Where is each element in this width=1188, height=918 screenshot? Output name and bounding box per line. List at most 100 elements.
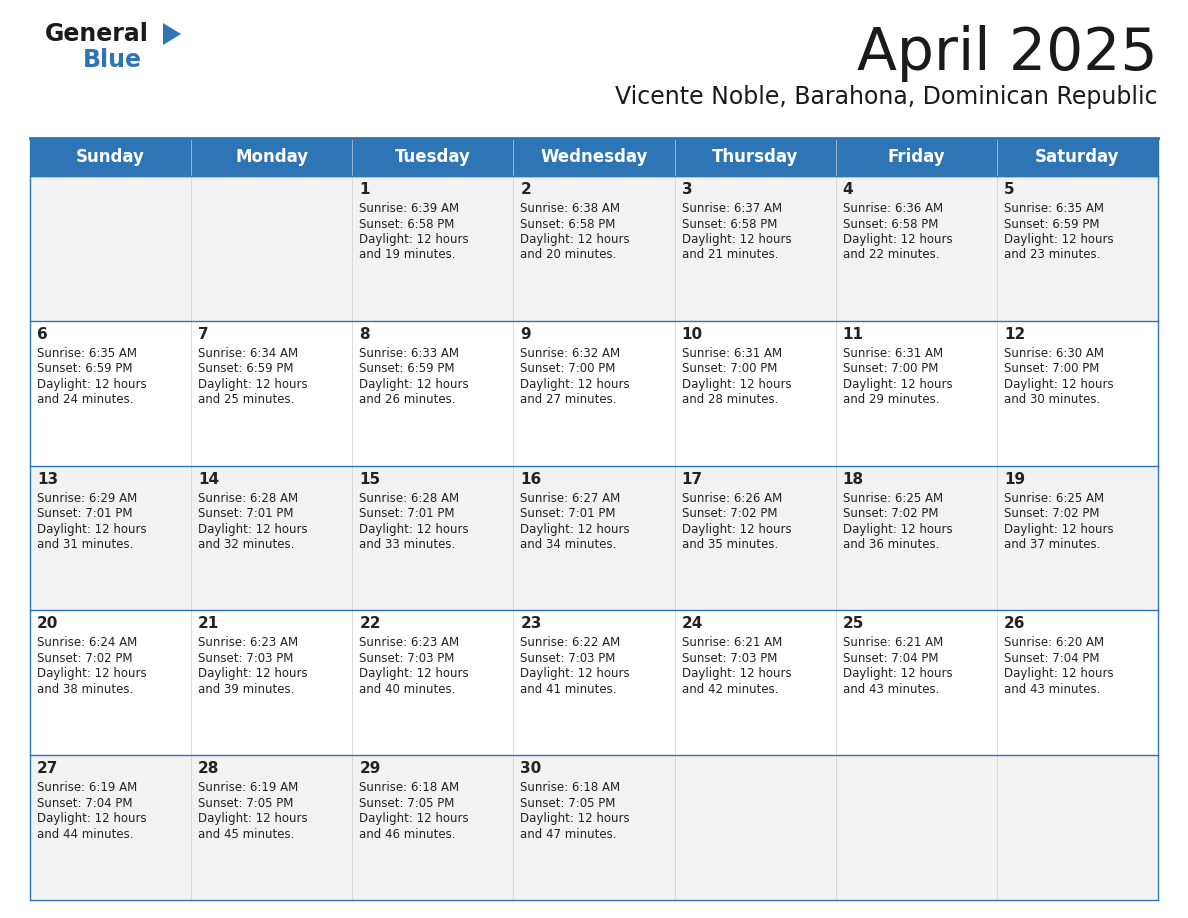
Text: 18: 18 (842, 472, 864, 487)
Text: 12: 12 (1004, 327, 1025, 341)
Text: Sunrise: 6:35 AM: Sunrise: 6:35 AM (37, 347, 137, 360)
Text: and 40 minutes.: and 40 minutes. (359, 683, 456, 696)
Text: Sunset: 7:00 PM: Sunset: 7:00 PM (842, 363, 939, 375)
Text: and 42 minutes.: and 42 minutes. (682, 683, 778, 696)
Bar (353, 176, 513, 320)
Text: 25: 25 (842, 616, 864, 632)
Bar (513, 320, 675, 465)
Text: Sunset: 7:01 PM: Sunset: 7:01 PM (359, 507, 455, 521)
Bar (675, 320, 835, 465)
Bar (513, 756, 675, 900)
Bar (191, 176, 353, 320)
Text: and 35 minutes.: and 35 minutes. (682, 538, 778, 551)
Text: Daylight: 12 hours: Daylight: 12 hours (1004, 233, 1113, 246)
Bar (675, 610, 835, 756)
Text: Sunrise: 6:29 AM: Sunrise: 6:29 AM (37, 492, 138, 505)
Text: Sunrise: 6:28 AM: Sunrise: 6:28 AM (198, 492, 298, 505)
Text: 6: 6 (37, 327, 48, 341)
Text: Sunset: 7:01 PM: Sunset: 7:01 PM (520, 507, 615, 521)
Text: Daylight: 12 hours: Daylight: 12 hours (842, 667, 953, 680)
Text: and 22 minutes.: and 22 minutes. (842, 249, 940, 262)
Text: and 20 minutes.: and 20 minutes. (520, 249, 617, 262)
Text: and 34 minutes.: and 34 minutes. (520, 538, 617, 551)
Text: Vicente Noble, Barahona, Dominican Republic: Vicente Noble, Barahona, Dominican Repub… (615, 85, 1158, 109)
Text: 22: 22 (359, 616, 381, 632)
Bar (353, 320, 513, 465)
Text: Daylight: 12 hours: Daylight: 12 hours (359, 233, 469, 246)
Text: 2: 2 (520, 182, 531, 197)
Text: Daylight: 12 hours: Daylight: 12 hours (842, 378, 953, 391)
Bar (997, 756, 1158, 900)
Text: and 39 minutes.: and 39 minutes. (198, 683, 295, 696)
Text: 3: 3 (682, 182, 693, 197)
Text: Sunset: 7:02 PM: Sunset: 7:02 PM (842, 507, 939, 521)
Bar (191, 320, 353, 465)
Bar (997, 138, 1158, 176)
Text: 13: 13 (37, 472, 58, 487)
Polygon shape (163, 23, 181, 45)
Text: 20: 20 (37, 616, 58, 632)
Bar (30, 176, 191, 320)
Text: Sunrise: 6:18 AM: Sunrise: 6:18 AM (520, 781, 620, 794)
Text: Sunset: 7:03 PM: Sunset: 7:03 PM (198, 652, 293, 665)
Text: Monday: Monday (235, 148, 308, 166)
Text: Daylight: 12 hours: Daylight: 12 hours (198, 667, 308, 680)
Text: Daylight: 12 hours: Daylight: 12 hours (520, 522, 630, 535)
Text: Sunset: 7:04 PM: Sunset: 7:04 PM (37, 797, 133, 810)
Text: Sunrise: 6:18 AM: Sunrise: 6:18 AM (359, 781, 460, 794)
Text: Sunrise: 6:31 AM: Sunrise: 6:31 AM (842, 347, 943, 360)
Text: 17: 17 (682, 472, 702, 487)
Text: Sunrise: 6:23 AM: Sunrise: 6:23 AM (359, 636, 460, 649)
Text: 5: 5 (1004, 182, 1015, 197)
Bar (835, 465, 997, 610)
Text: Sunrise: 6:32 AM: Sunrise: 6:32 AM (520, 347, 620, 360)
Text: Sunday: Sunday (76, 148, 145, 166)
Text: Sunrise: 6:28 AM: Sunrise: 6:28 AM (359, 492, 460, 505)
Text: Sunrise: 6:38 AM: Sunrise: 6:38 AM (520, 202, 620, 215)
Bar (513, 610, 675, 756)
Text: Sunrise: 6:33 AM: Sunrise: 6:33 AM (359, 347, 460, 360)
Text: and 44 minutes.: and 44 minutes. (37, 828, 133, 841)
Text: and 21 minutes.: and 21 minutes. (682, 249, 778, 262)
Text: Sunrise: 6:25 AM: Sunrise: 6:25 AM (842, 492, 943, 505)
Text: Daylight: 12 hours: Daylight: 12 hours (37, 522, 146, 535)
Text: 7: 7 (198, 327, 209, 341)
Bar (30, 610, 191, 756)
Text: and 41 minutes.: and 41 minutes. (520, 683, 617, 696)
Bar (835, 610, 997, 756)
Text: Daylight: 12 hours: Daylight: 12 hours (37, 812, 146, 825)
Text: Sunrise: 6:20 AM: Sunrise: 6:20 AM (1004, 636, 1104, 649)
Text: 10: 10 (682, 327, 702, 341)
Text: Daylight: 12 hours: Daylight: 12 hours (1004, 522, 1113, 535)
Text: and 25 minutes.: and 25 minutes. (198, 393, 295, 407)
Text: Saturday: Saturday (1035, 148, 1119, 166)
Text: 28: 28 (198, 761, 220, 777)
Text: Sunrise: 6:19 AM: Sunrise: 6:19 AM (198, 781, 298, 794)
Text: Sunset: 7:04 PM: Sunset: 7:04 PM (842, 652, 939, 665)
Text: Sunset: 7:05 PM: Sunset: 7:05 PM (359, 797, 455, 810)
Text: and 32 minutes.: and 32 minutes. (198, 538, 295, 551)
Text: Daylight: 12 hours: Daylight: 12 hours (682, 522, 791, 535)
Text: Wednesday: Wednesday (541, 148, 647, 166)
Text: and 46 minutes.: and 46 minutes. (359, 828, 456, 841)
Bar (30, 465, 191, 610)
Text: Sunrise: 6:21 AM: Sunrise: 6:21 AM (682, 636, 782, 649)
Text: and 37 minutes.: and 37 minutes. (1004, 538, 1100, 551)
Text: Daylight: 12 hours: Daylight: 12 hours (520, 378, 630, 391)
Text: 9: 9 (520, 327, 531, 341)
Text: and 43 minutes.: and 43 minutes. (842, 683, 939, 696)
Text: 30: 30 (520, 761, 542, 777)
Text: April 2025: April 2025 (858, 25, 1158, 82)
Text: Sunrise: 6:24 AM: Sunrise: 6:24 AM (37, 636, 138, 649)
Text: Blue: Blue (83, 48, 143, 72)
Text: Sunset: 6:59 PM: Sunset: 6:59 PM (37, 363, 133, 375)
Bar (675, 465, 835, 610)
Text: and 47 minutes.: and 47 minutes. (520, 828, 617, 841)
Text: 26: 26 (1004, 616, 1025, 632)
Text: Sunset: 7:00 PM: Sunset: 7:00 PM (682, 363, 777, 375)
Bar (191, 756, 353, 900)
Text: Daylight: 12 hours: Daylight: 12 hours (1004, 378, 1113, 391)
Text: and 36 minutes.: and 36 minutes. (842, 538, 939, 551)
Bar (513, 465, 675, 610)
Text: Daylight: 12 hours: Daylight: 12 hours (520, 812, 630, 825)
